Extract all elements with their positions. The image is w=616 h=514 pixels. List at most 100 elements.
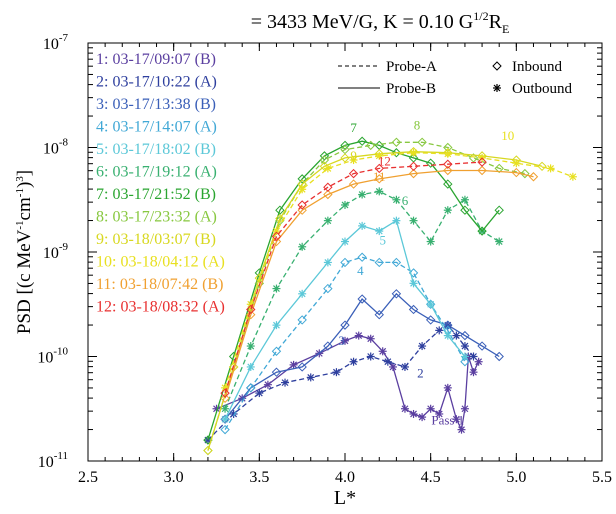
- x-tick-label: 3.5: [249, 469, 269, 486]
- series-10: [221, 148, 577, 392]
- point-diamond: [340, 320, 350, 330]
- asterisk-stroke: [569, 173, 577, 181]
- series-3: [220, 289, 504, 424]
- legend-entry: 4: 03-17/14:07 (A): [96, 119, 217, 136]
- asterisk-stroke: [427, 300, 435, 308]
- annotation-label: 5: [379, 233, 386, 248]
- series-1: [212, 331, 483, 434]
- point-asterisk: [246, 300, 255, 309]
- asterisk-stroke: [418, 342, 426, 350]
- point-asterisk: [460, 352, 469, 361]
- asterisk-stroke: [375, 187, 383, 195]
- asterisk-stroke: [427, 405, 435, 413]
- point-asterisk: [400, 362, 409, 371]
- point-diamond: [520, 168, 530, 179]
- asterisk-stroke: [452, 332, 460, 340]
- point-asterisk: [418, 342, 427, 351]
- point-diamond: [408, 168, 419, 179]
- point-asterisk: [469, 368, 478, 377]
- legend-entry: 2: 03-17/10:22 (A): [96, 74, 217, 91]
- point-asterisk: [400, 404, 409, 413]
- asterisk-stroke: [324, 217, 332, 225]
- point-asterisk: [426, 404, 435, 413]
- point-asterisk: [229, 409, 238, 418]
- asterisk-stroke: [255, 389, 263, 397]
- asterisk-stroke: [333, 368, 340, 376]
- y-tick-exponent: -7: [59, 32, 69, 44]
- asterisk-stroke: [410, 279, 417, 287]
- point-asterisk: [443, 149, 452, 158]
- asterisk-stroke: [281, 379, 289, 387]
- asterisk-stroke: [273, 321, 280, 329]
- annotation-label: 12: [378, 153, 391, 168]
- x-tick-label: 2.5: [78, 469, 98, 486]
- point-diamond: [408, 304, 419, 315]
- asterisk-stroke: [458, 426, 465, 434]
- y-tick-exponent: -8: [59, 137, 69, 149]
- title-tail: R: [489, 11, 503, 33]
- asterisk-stroke: [444, 332, 452, 340]
- point-diamond: [477, 226, 487, 236]
- asterisk-stroke: [247, 363, 255, 371]
- asterisk-stroke: [298, 185, 306, 193]
- ylabel-part-4: ]: [14, 170, 35, 176]
- asterisk-stroke: [427, 238, 435, 245]
- point-asterisk: [474, 357, 483, 366]
- asterisk-stroke: [444, 206, 452, 214]
- asterisk-stroke: [324, 259, 332, 266]
- point-asterisk: [375, 227, 384, 236]
- point-asterisk: [409, 279, 418, 288]
- point-asterisk: [341, 336, 349, 345]
- point-diamond: [220, 388, 230, 398]
- asterisk-stroke: [435, 326, 443, 334]
- title-subscript: E: [502, 22, 509, 36]
- point-diamond: [443, 320, 453, 330]
- legend-line-label: Probe-A: [386, 59, 437, 75]
- asterisk-stroke: [410, 410, 417, 418]
- legend-entry: 7: 03-17/21:52 (B): [96, 186, 216, 203]
- asterisk-stroke: [367, 335, 375, 343]
- chart-title: = 3433 MeV/G, K = 0.10 G1/2RE: [251, 9, 510, 36]
- legend-entry: 1: 03-17/09:07 (B): [96, 51, 216, 68]
- point-asterisk: [272, 284, 281, 293]
- point-asterisk: [435, 326, 444, 335]
- point-diamond: [246, 383, 256, 393]
- asterisk-stroke: [410, 217, 417, 225]
- point-asterisk: [272, 321, 281, 330]
- series-line: [207, 140, 500, 441]
- y-tick-label: 10-7: [43, 32, 69, 53]
- y-tick-label: 10-9: [43, 241, 69, 262]
- point-diamond: [391, 289, 402, 299]
- asterisk-stroke: [341, 337, 349, 345]
- point-asterisk: [366, 352, 375, 361]
- point-diamond: [297, 362, 307, 372]
- asterisk-stroke: [298, 243, 306, 251]
- point-asterisk: [383, 357, 392, 366]
- series-line: [207, 151, 543, 451]
- point-asterisk: [426, 300, 435, 309]
- legend-entry: 6: 03-17/19:12 (A): [96, 164, 217, 181]
- asterisk-icon: [493, 84, 501, 92]
- point-asterisk: [409, 216, 418, 225]
- point-asterisk: [435, 409, 444, 418]
- asterisk-stroke: [475, 358, 483, 366]
- asterisk-stroke: [401, 363, 409, 371]
- point-diamond: [460, 357, 470, 367]
- point-asterisk: [212, 404, 221, 413]
- point-diamond: [460, 330, 470, 341]
- annotation-label: 4: [357, 263, 364, 278]
- style-legend: Probe-A Probe-B Inbound Outbound: [338, 59, 573, 97]
- series-line: [224, 190, 500, 410]
- asterisk-stroke: [298, 290, 306, 298]
- annotation-label: 9: [350, 148, 357, 163]
- asterisk-stroke: [461, 405, 469, 413]
- asterisk-stroke: [389, 363, 397, 371]
- point-diamond: [271, 367, 282, 377]
- annotation-label: 3: [338, 333, 345, 348]
- point-asterisk: [460, 195, 469, 204]
- point-asterisk: [388, 362, 397, 371]
- point-asterisk: [263, 380, 272, 389]
- asterisk-stroke: [418, 413, 426, 421]
